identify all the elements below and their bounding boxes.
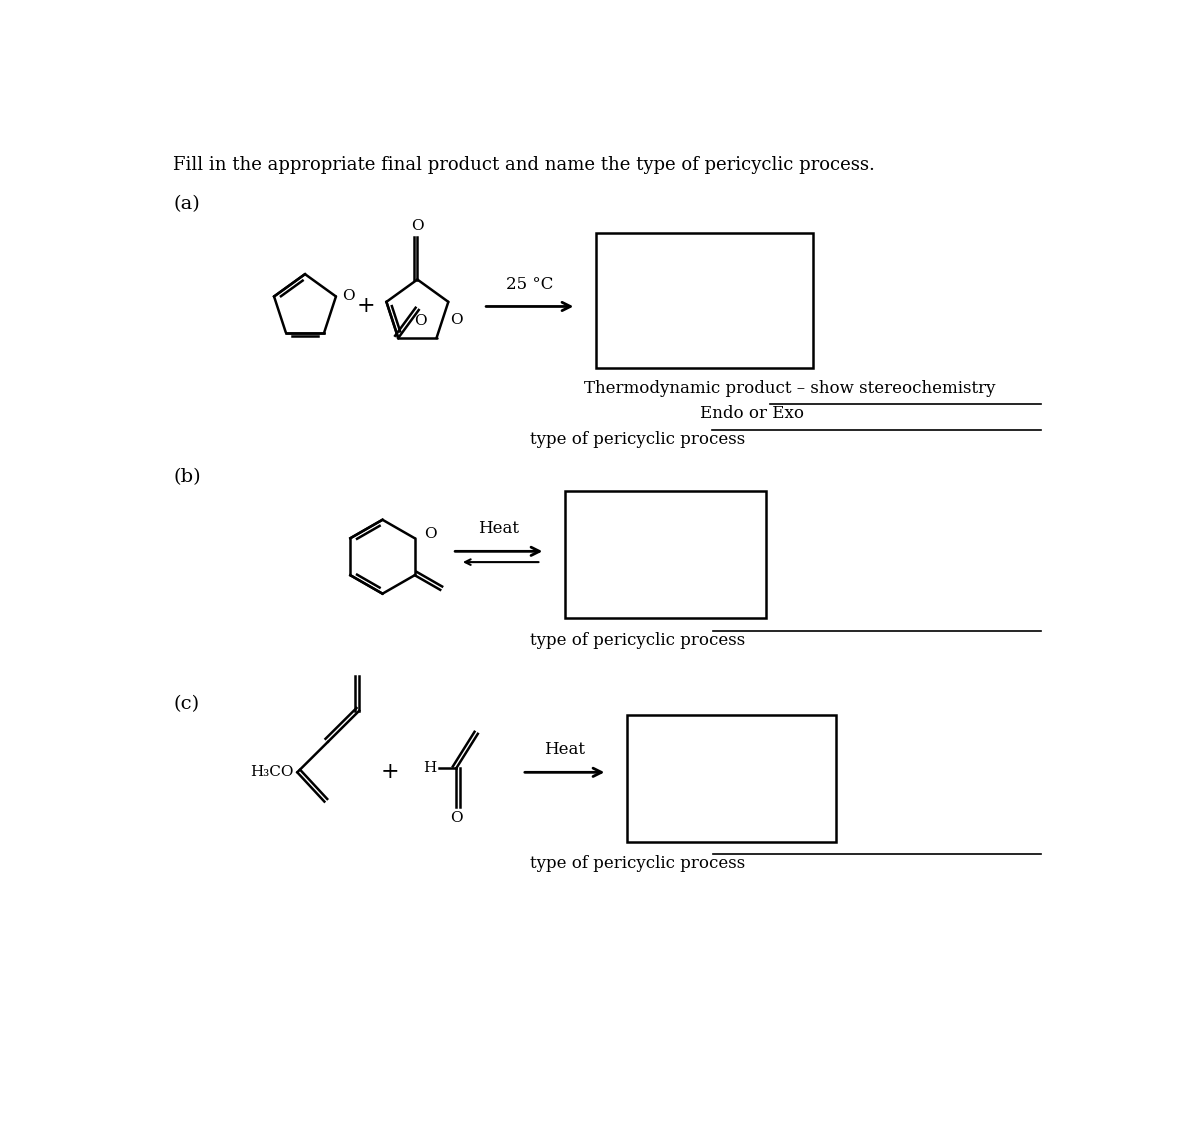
Text: Fill in the appropriate final product and name the type of pericyclic process.: Fill in the appropriate final product an… bbox=[173, 156, 875, 174]
Text: O: O bbox=[412, 219, 424, 234]
Text: O: O bbox=[450, 811, 462, 824]
Text: +: + bbox=[380, 761, 400, 784]
Text: type of pericyclic process: type of pericyclic process bbox=[529, 431, 745, 448]
Text: (b): (b) bbox=[173, 468, 200, 486]
Text: H₃CO: H₃CO bbox=[250, 765, 293, 779]
Text: O: O bbox=[424, 528, 437, 541]
Text: Heat: Heat bbox=[479, 520, 520, 537]
Text: (c): (c) bbox=[173, 695, 199, 713]
Text: O: O bbox=[414, 313, 427, 328]
Text: H: H bbox=[424, 761, 437, 776]
Text: O: O bbox=[450, 313, 463, 327]
Text: Endo or Exo: Endo or Exo bbox=[701, 405, 804, 422]
Text: (a): (a) bbox=[173, 194, 200, 213]
Text: Heat: Heat bbox=[544, 741, 586, 758]
Text: type of pericyclic process: type of pericyclic process bbox=[529, 632, 745, 649]
Bar bbox=[565, 491, 766, 619]
Text: Thermodynamic product – show stereochemistry: Thermodynamic product – show stereochemi… bbox=[584, 380, 996, 396]
Text: O: O bbox=[342, 290, 355, 303]
Text: +: + bbox=[356, 295, 374, 318]
Text: 25 °C: 25 °C bbox=[506, 275, 553, 293]
Bar bbox=[626, 714, 836, 841]
Bar bbox=[595, 234, 812, 368]
Text: type of pericyclic process: type of pericyclic process bbox=[529, 855, 745, 871]
